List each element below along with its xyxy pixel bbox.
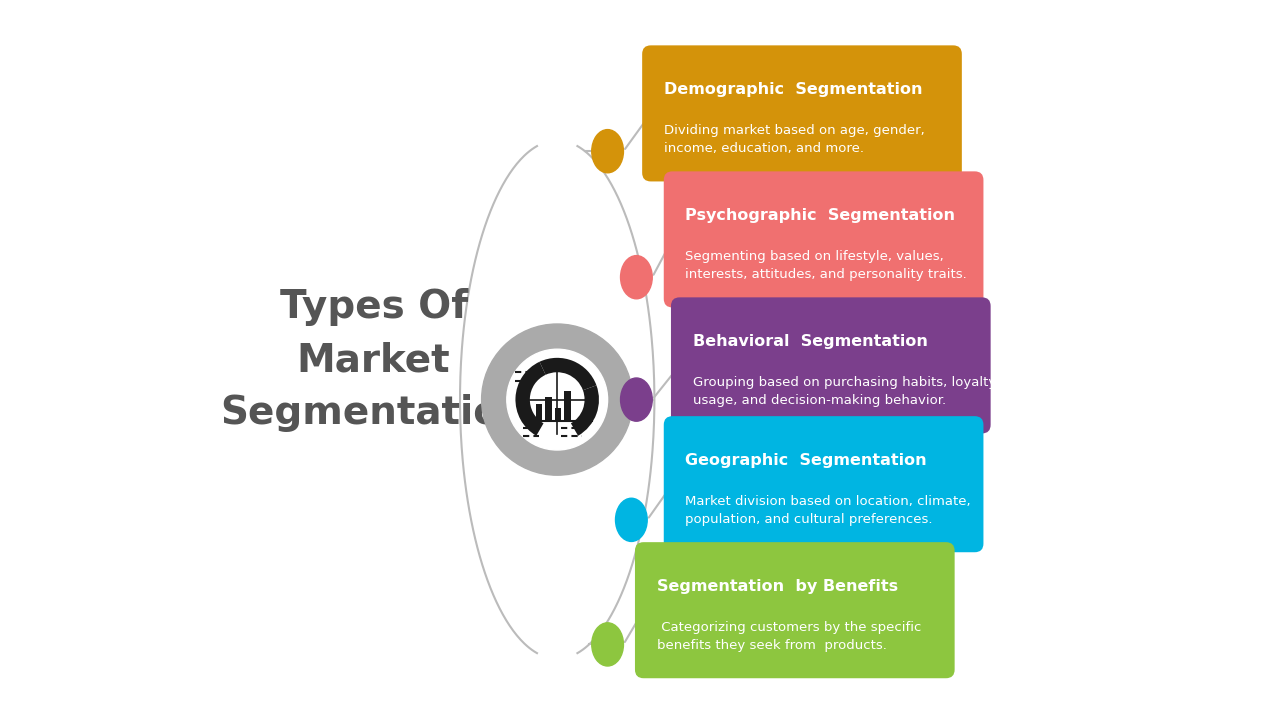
Bar <box>564 391 571 420</box>
Text: Demographic  Segmentation: Demographic Segmentation <box>664 82 923 97</box>
Text: Categorizing customers by the specific
benefits they seek from  products.: Categorizing customers by the specific b… <box>657 621 920 652</box>
Bar <box>545 397 552 420</box>
Text: Types Of
Market
Segmentation: Types Of Market Segmentation <box>220 288 527 432</box>
Text: Segmenting based on lifestyle, values,
interests, attitudes, and personality tra: Segmenting based on lifestyle, values, i… <box>685 251 968 281</box>
Wedge shape <box>571 385 599 436</box>
Circle shape <box>507 349 608 450</box>
Ellipse shape <box>621 256 653 299</box>
Ellipse shape <box>621 378 653 421</box>
Ellipse shape <box>616 498 648 541</box>
Circle shape <box>481 324 632 475</box>
FancyBboxPatch shape <box>635 542 955 678</box>
Wedge shape <box>516 361 545 436</box>
Ellipse shape <box>591 623 623 666</box>
Bar <box>554 408 561 420</box>
Text: Dividing market based on age, gender,
income, education, and more.: Dividing market based on age, gender, in… <box>664 125 924 155</box>
FancyBboxPatch shape <box>671 297 991 433</box>
Bar <box>536 404 543 420</box>
Text: Segmentation  by Benefits: Segmentation by Benefits <box>657 579 897 594</box>
FancyBboxPatch shape <box>664 171 983 307</box>
Text: Behavioral  Segmentation: Behavioral Segmentation <box>692 334 928 349</box>
Text: Geographic  Segmentation: Geographic Segmentation <box>685 453 927 468</box>
Text: Grouping based on purchasing habits, loyalty,
usage, and decision-making behavio: Grouping based on purchasing habits, loy… <box>692 377 1000 407</box>
FancyBboxPatch shape <box>643 45 961 181</box>
Text: Market division based on location, climate,
population, and cultural preferences: Market division based on location, clima… <box>685 495 972 526</box>
Text: Psychographic  Segmentation: Psychographic Segmentation <box>685 208 955 223</box>
Ellipse shape <box>591 130 623 173</box>
FancyBboxPatch shape <box>664 416 983 552</box>
Wedge shape <box>540 358 596 390</box>
